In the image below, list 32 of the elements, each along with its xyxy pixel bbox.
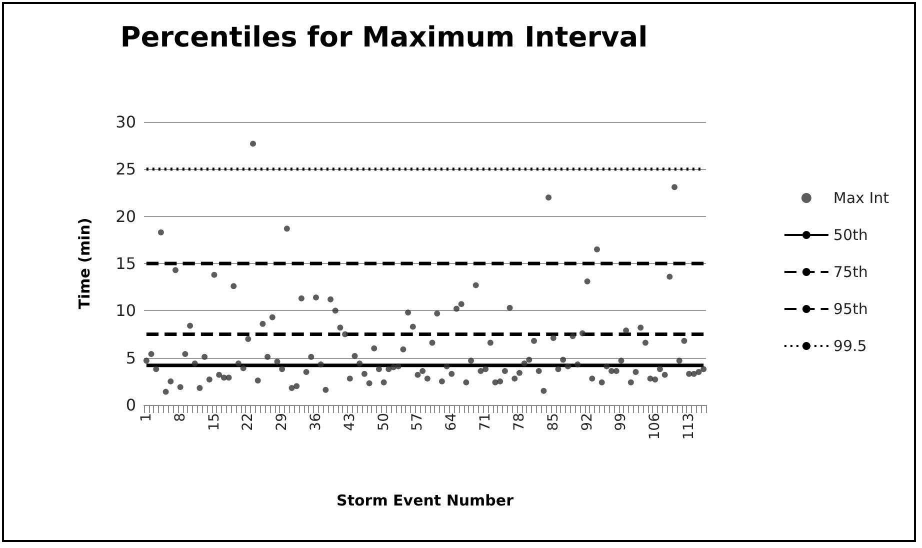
- legend-label: 50th: [833, 226, 868, 244]
- x-tick-label: 50: [376, 413, 392, 431]
- y-tick-label: 10: [116, 301, 136, 320]
- x-tick-label: 15: [206, 413, 222, 431]
- x-tick-label: 78: [511, 413, 528, 431]
- y-tick-label: 30: [116, 112, 136, 132]
- x-tick-label: 85: [545, 413, 562, 431]
- y-tick-label: 0: [126, 396, 136, 414]
- x-tick-label: 43: [342, 413, 358, 431]
- x-tick-label: 1: [138, 413, 154, 422]
- y-axis-title: Time (min): [76, 218, 94, 310]
- legend-label: 75th: [833, 263, 868, 281]
- legend-label: 99.5: [833, 337, 867, 355]
- x-tick-label: 64: [444, 412, 460, 431]
- x-tick-label: 99: [613, 413, 630, 431]
- x-tick-label: 92: [579, 413, 596, 431]
- x-tick-label: 113: [681, 413, 698, 440]
- x-tick-label: 22: [240, 413, 256, 431]
- y-tick-label: 25: [116, 160, 136, 179]
- x-tick-label: 57: [410, 413, 426, 431]
- x-tick-label: 71: [478, 413, 494, 431]
- x-tick-label: 106: [647, 412, 664, 440]
- y-tick-label: 15: [116, 254, 136, 273]
- legend-label: 95th: [833, 300, 868, 318]
- x-tick-label: 29: [274, 413, 290, 431]
- x-tick-label: 8: [172, 413, 188, 422]
- x-axis-title: Storm Event Number: [336, 492, 514, 510]
- y-tick-label: 5: [126, 348, 136, 368]
- legend-label: Max Int: [833, 189, 890, 207]
- y-tick-label: 20: [116, 206, 136, 226]
- x-tick-label: 36: [308, 412, 324, 431]
- chart-title: Percentiles for Maximum Interval: [120, 20, 648, 54]
